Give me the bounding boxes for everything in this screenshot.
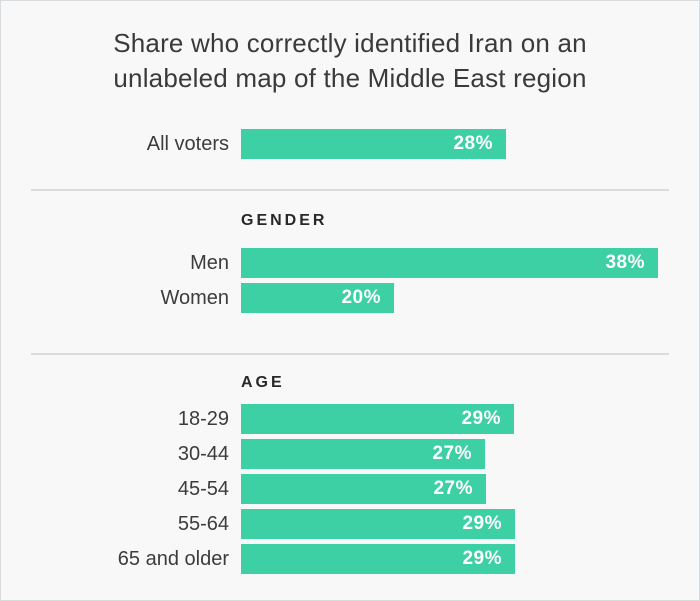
row-label-age-18-29: 18-29 xyxy=(177,407,229,430)
row-women: Women 20% xyxy=(1,283,699,313)
bar-value-age-18-29: 29% xyxy=(461,408,501,429)
chart-title-line-1: Share who correctly identified Iran on a… xyxy=(113,28,587,58)
bar-value-age-55-64: 29% xyxy=(462,513,502,534)
bar-age-30-44: 27% xyxy=(241,439,485,469)
row-all-voters: All voters 28% xyxy=(1,129,699,159)
bar-value-age-65-older: 29% xyxy=(462,548,502,569)
bar-age-45-54: 27% xyxy=(241,474,486,504)
bar-value-age-30-44: 27% xyxy=(432,443,472,464)
section-divider xyxy=(31,353,669,355)
bar-age-65-older: 29% xyxy=(241,544,515,574)
bar-value-men: 38% xyxy=(605,252,645,273)
bar-age-18-29: 29% xyxy=(241,404,514,434)
row-age-45-54: 45-54 27% xyxy=(1,474,699,504)
bar-all-voters: 28% xyxy=(241,129,506,159)
row-men: Men 38% xyxy=(1,248,699,278)
bar-age-55-64: 29% xyxy=(241,509,515,539)
bar-value-women: 20% xyxy=(341,287,381,308)
row-age-65-older: 65 and older 29% xyxy=(1,544,699,574)
chart-title-line-2: unlabeled map of the Middle East region xyxy=(113,63,587,93)
bar-women: 20% xyxy=(241,283,394,313)
row-label-age-30-44: 30-44 xyxy=(177,442,229,465)
bar-value-age-45-54: 27% xyxy=(433,478,473,499)
section-header-gender: GENDER xyxy=(241,212,328,229)
bar-value-all-voters: 28% xyxy=(453,133,493,154)
row-label-women: Women xyxy=(160,286,229,309)
chart-title: Share who correctly identified Iran on a… xyxy=(1,26,699,96)
row-label-age-45-54: 45-54 xyxy=(177,477,229,500)
row-label-age-65-older: 65 and older xyxy=(117,547,229,570)
row-label-men: Men xyxy=(190,251,229,274)
row-age-55-64: 55-64 29% xyxy=(1,509,699,539)
section-divider xyxy=(31,189,669,191)
row-label-all-voters: All voters xyxy=(146,132,229,155)
row-label-age-55-64: 55-64 xyxy=(177,512,229,535)
row-age-30-44: 30-44 27% xyxy=(1,439,699,469)
bar-men: 38% xyxy=(241,248,658,278)
section-header-age: AGE xyxy=(241,374,285,391)
row-age-18-29: 18-29 29% xyxy=(1,404,699,434)
